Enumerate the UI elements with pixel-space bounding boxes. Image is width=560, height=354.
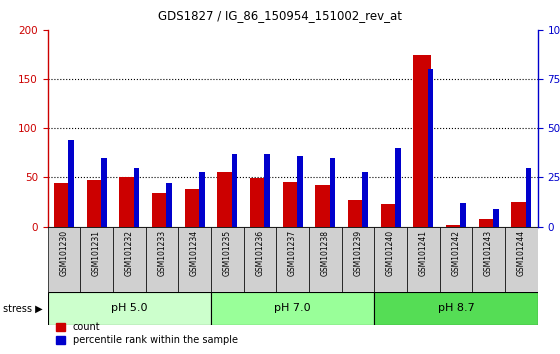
Bar [297,156,303,227]
FancyBboxPatch shape [211,227,244,292]
Bar [413,55,431,227]
FancyBboxPatch shape [113,227,146,292]
Bar [446,224,464,227]
Bar [54,183,72,227]
FancyBboxPatch shape [211,292,374,325]
Bar [101,158,107,227]
Bar [264,154,270,227]
FancyBboxPatch shape [309,227,342,292]
Bar [185,189,203,227]
Bar [87,181,105,227]
Bar [133,168,139,227]
Bar [152,193,170,227]
Text: GSM101237: GSM101237 [288,230,297,276]
Bar [217,172,235,227]
Text: GSM101235: GSM101235 [223,230,232,276]
Bar [362,172,368,227]
FancyBboxPatch shape [472,227,505,292]
FancyBboxPatch shape [146,227,178,292]
Text: GSM101234: GSM101234 [190,230,199,276]
FancyBboxPatch shape [374,227,407,292]
Bar [166,183,172,227]
Text: GSM101232: GSM101232 [125,230,134,276]
Bar [479,219,497,227]
Text: GDS1827 / IG_86_150954_151002_rev_at: GDS1827 / IG_86_150954_151002_rev_at [158,9,402,22]
Text: GSM101231: GSM101231 [92,230,101,276]
Text: GSM101240: GSM101240 [386,230,395,276]
Text: GSM101242: GSM101242 [451,230,460,276]
FancyBboxPatch shape [80,227,113,292]
FancyBboxPatch shape [276,227,309,292]
Text: GSM101230: GSM101230 [59,230,68,276]
Bar [525,168,531,227]
Bar [68,140,74,227]
Bar [381,204,399,227]
Bar [199,172,205,227]
Bar [348,200,366,227]
FancyBboxPatch shape [178,227,211,292]
Text: pH 8.7: pH 8.7 [437,303,474,313]
Text: pH 5.0: pH 5.0 [111,303,147,313]
Bar [493,209,499,227]
FancyBboxPatch shape [244,227,276,292]
Bar [395,148,401,227]
Text: GSM101238: GSM101238 [321,230,330,276]
Bar [231,154,237,227]
Legend: count, percentile rank within the sample: count, percentile rank within the sample [53,319,242,349]
FancyBboxPatch shape [440,227,472,292]
FancyBboxPatch shape [407,227,440,292]
FancyBboxPatch shape [48,227,80,292]
Text: GSM101239: GSM101239 [353,230,362,276]
Text: stress ▶: stress ▶ [3,303,43,313]
Bar [427,69,433,227]
Bar [460,203,466,227]
Bar [119,177,137,227]
Text: pH 7.0: pH 7.0 [274,303,311,313]
Text: GSM101233: GSM101233 [157,230,166,276]
Bar [329,158,335,227]
Bar [250,178,268,227]
Text: GSM101243: GSM101243 [484,230,493,276]
Text: GSM101241: GSM101241 [419,230,428,276]
FancyBboxPatch shape [48,292,211,325]
FancyBboxPatch shape [505,227,538,292]
Bar [283,182,301,227]
Bar [511,202,529,227]
FancyBboxPatch shape [342,227,374,292]
Text: GSM101236: GSM101236 [255,230,264,276]
FancyBboxPatch shape [374,292,538,325]
Text: GSM101244: GSM101244 [517,230,526,276]
Bar [315,185,333,227]
